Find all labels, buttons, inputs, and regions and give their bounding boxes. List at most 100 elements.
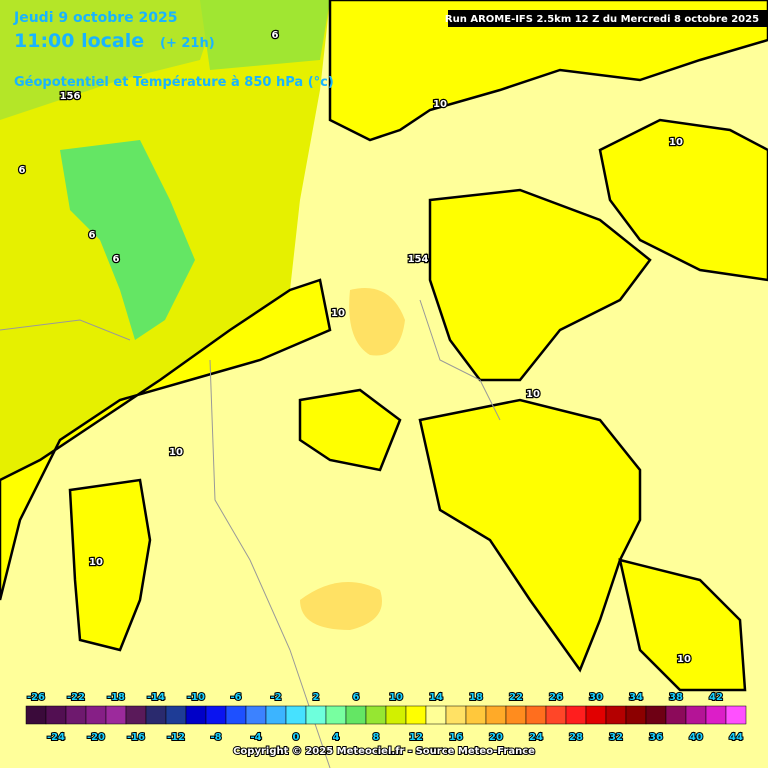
legend-label: 20: [489, 732, 503, 743]
border-line: [209, 359, 331, 768]
legend-label: 26: [549, 692, 563, 703]
legend-swatch: [245, 705, 267, 725]
legend-label: -10: [187, 692, 205, 703]
legend-label: 38: [669, 692, 683, 703]
contour-label: 6: [89, 230, 96, 241]
legend-label: -24: [47, 732, 65, 743]
legend-label: -16: [127, 732, 145, 743]
legend-swatch: [365, 705, 387, 725]
legend-swatch: [265, 705, 287, 725]
legend-label: 36: [649, 732, 663, 743]
legend-swatch: [285, 705, 307, 725]
contour-label: 156: [60, 91, 81, 102]
legend-swatch: [505, 705, 527, 725]
run-box: [448, 10, 768, 27]
contour-area: [0, 278, 332, 601]
legend-swatch: [585, 705, 607, 725]
legend-label: 2: [313, 692, 320, 703]
contour-area: [418, 398, 642, 673]
legend-swatch: [465, 705, 487, 725]
contour-label: 154: [408, 254, 429, 265]
legend-swatch: [605, 705, 627, 725]
legend-label: 28: [569, 732, 583, 743]
legend-label: 4: [333, 732, 340, 743]
contour-area: [618, 558, 747, 692]
legend-label: -20: [87, 732, 105, 743]
legend-label: 6: [353, 692, 360, 703]
legend-swatch: [645, 705, 667, 725]
legend-label: 22: [509, 692, 523, 703]
contour-area: [428, 188, 652, 382]
contour-area: [298, 388, 402, 472]
legend-swatch: [685, 705, 707, 725]
legend-label: 10: [389, 692, 403, 703]
legend-swatch: [445, 705, 467, 725]
legend-label: 12: [409, 732, 423, 743]
region-cool: [60, 140, 195, 340]
legend-swatch: [305, 705, 327, 725]
legend-label: -22: [67, 692, 85, 703]
legend-swatch: [225, 705, 247, 725]
contour-areas: [0, 0, 768, 692]
legend-swatch: [485, 705, 507, 725]
legend-label: 42: [709, 692, 723, 703]
legend-swatch: [385, 705, 407, 725]
contour-area: [68, 478, 152, 652]
legend-label: -8: [210, 732, 221, 743]
contour-label: 10: [89, 557, 103, 568]
legend-swatch: [205, 705, 227, 725]
legend-label: -4: [250, 732, 261, 743]
contour-label: 10: [526, 389, 540, 400]
legend-label: 32: [609, 732, 623, 743]
legend-swatch: [345, 705, 367, 725]
borders: [0, 299, 501, 768]
legend-swatch: [405, 705, 427, 725]
legend-label: 44: [729, 732, 743, 743]
contour-label: 10: [331, 308, 345, 319]
legend-label: 34: [629, 692, 643, 703]
legend-swatch: [325, 705, 347, 725]
legend-label: -18: [107, 692, 125, 703]
legend-swatch: [725, 705, 747, 725]
border-line: [419, 299, 501, 421]
legend-label: -2: [270, 692, 281, 703]
legend-swatch: [85, 705, 107, 725]
time-label: 11:00 locale: [14, 30, 144, 52]
contour-label: 10: [669, 137, 683, 148]
legend-label: -26: [27, 692, 45, 703]
legend-swatch: [45, 705, 67, 725]
legend-label: 0: [293, 732, 300, 743]
run-label: Run AROME-IFS 2.5km 12 Z du Mercredi 8 o…: [445, 14, 759, 25]
copyright: Copyright © 2025 Meteociel.fr - Source M…: [233, 746, 535, 757]
contour-area: [328, 0, 768, 142]
legend-swatch: [525, 705, 547, 725]
legend-swatch: [625, 705, 647, 725]
contour-label: 6: [19, 165, 26, 176]
region-green-top: [200, 0, 330, 70]
legend-label: 30: [589, 692, 603, 703]
region-green: [0, 0, 220, 120]
legend-swatch: [165, 705, 187, 725]
contour-label: 10: [677, 654, 691, 665]
legend-swatch: [185, 705, 207, 725]
legend-label: -12: [167, 732, 185, 743]
legend-swatch: [545, 705, 567, 725]
legend-swatch: [25, 705, 47, 725]
date-label: Jeudi 9 octobre 2025: [13, 10, 177, 26]
legend-label: 8: [373, 732, 380, 743]
legend-swatch: [665, 705, 687, 725]
legend-swatch: [125, 705, 147, 725]
legend-label: 24: [529, 732, 543, 743]
field-label: Géopotentiel et Température à 850 hPa (°…: [14, 75, 334, 90]
legend-label: 14: [429, 692, 443, 703]
warm-patch: [349, 288, 405, 356]
legend-label: -14: [147, 692, 165, 703]
legend-swatch: [65, 705, 87, 725]
legend-swatch: [705, 705, 727, 725]
border-line: [0, 319, 131, 341]
contour-area: [598, 118, 768, 282]
legend-swatch: [425, 705, 447, 725]
legend-label: 40: [689, 732, 703, 743]
contour-label: 10: [433, 99, 447, 110]
